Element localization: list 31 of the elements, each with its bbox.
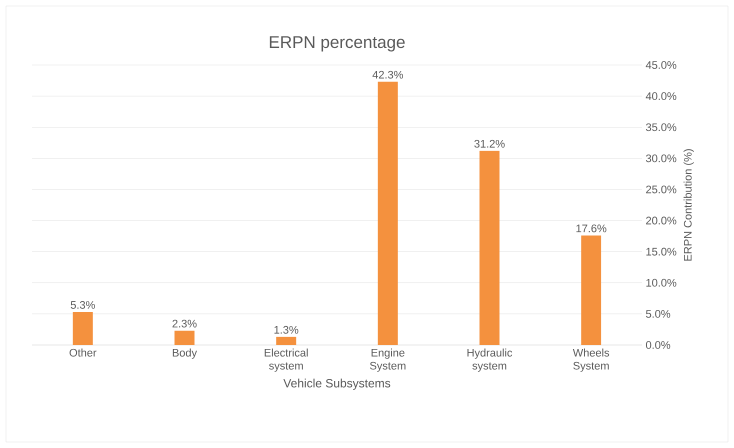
data-label: 1.3% [274,326,298,334]
y-tick-label: 35.0% [646,123,676,132]
y-tick-label: 45.0% [646,61,676,69]
y-tick-label: 5.0% [646,310,670,318]
x-tick-label: Body [172,348,198,359]
bar [378,82,398,345]
data-label: 31.2% [474,140,505,148]
y-tick-label: 20.0% [646,216,676,224]
bar [480,150,500,345]
y-tick-label: 15.0% [646,248,676,256]
y-axis-title: ERPN Contribution (%) [684,149,694,261]
y-tick-label: 40.0% [646,92,676,100]
data-label: 2.3% [172,320,197,328]
chart-title: ERPN percentage [270,36,405,52]
data-label: 5.3% [70,301,95,309]
y-tick-label: 25.0% [646,186,676,194]
y-tick-label: 30.0% [646,154,676,162]
y-tick-label: 10.0% [646,278,676,287]
x-tick-label: Hydraulic system [467,348,512,372]
x-tick-label: Engine System [370,348,406,372]
data-label: 17.6% [576,224,606,232]
bar [72,312,93,345]
x-tick-label: Other [70,348,96,357]
data-label: 42.3% [372,70,404,79]
x-axis-title: Vehicle Subsystems [283,378,390,390]
y-tick-label: 0.0% [646,341,670,349]
bar [581,235,602,345]
bar [174,330,194,345]
bar [276,336,296,345]
x-tick-label: Electrical system [264,348,308,372]
x-tick-label: Wheels System [572,348,610,372]
